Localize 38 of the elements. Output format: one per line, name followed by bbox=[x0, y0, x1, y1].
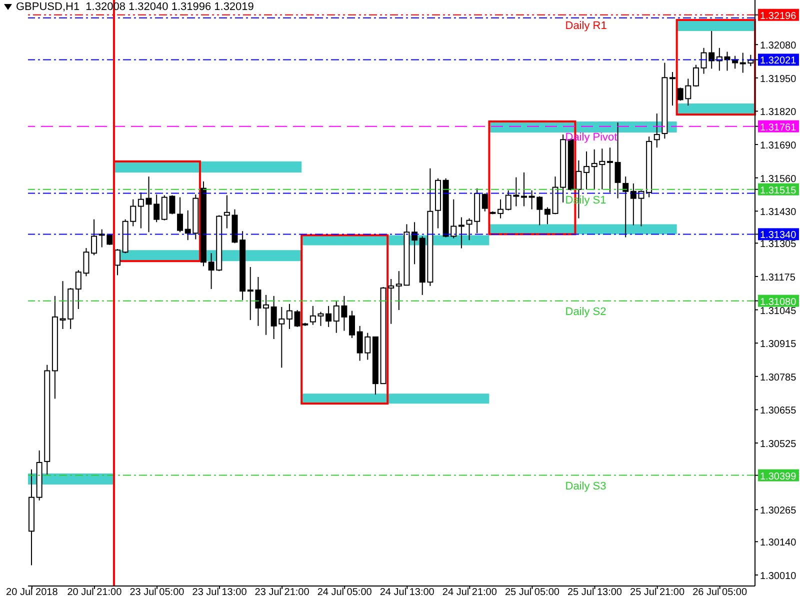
x-tick-label: 24 Jul 21:00 bbox=[442, 587, 498, 598]
y-tick-label: 1.31080 bbox=[760, 296, 797, 308]
y-tick-label: 1.31515 bbox=[760, 185, 797, 196]
y-tick-label: 1.31305 bbox=[760, 239, 797, 250]
y-tick-label: 1.32080 bbox=[760, 40, 797, 52]
x-tick-label: 23 Jul 13:00 bbox=[192, 587, 248, 598]
y-tick-label: 1.31820 bbox=[760, 107, 797, 118]
y-tick-label: 1.30655 bbox=[760, 406, 797, 417]
x-tick-label: 23 Jul 05:00 bbox=[130, 587, 185, 598]
y-tick-label: 1.30140 bbox=[760, 538, 797, 549]
y-tick-label: 1.31560 bbox=[760, 174, 797, 185]
x-tick-label: 25 Jul 13:00 bbox=[567, 587, 622, 598]
x-tick-label: 24 Jul 13:00 bbox=[380, 587, 435, 598]
y-tick-label: 1.32196 bbox=[760, 10, 797, 22]
x-tick-label: 23 Jul 21:00 bbox=[254, 587, 310, 598]
y-tick-label: 1.31045 bbox=[760, 306, 797, 317]
ref-line-label: Daily S2 bbox=[565, 306, 606, 318]
y-tick-label: 1.31950 bbox=[760, 74, 797, 85]
ref-line-label: Daily R1 bbox=[565, 20, 607, 32]
y-tick-label: 1.30785 bbox=[760, 372, 797, 384]
y-tick-label: 1.30265 bbox=[760, 506, 797, 517]
x-tick-label: 24 Jul 05:00 bbox=[317, 587, 372, 598]
x-tick-label: 25 Jul 21:00 bbox=[630, 587, 685, 598]
y-tick-label: 1.30915 bbox=[760, 339, 797, 350]
y-tick-label: 1.30399 bbox=[760, 471, 797, 482]
y-tick-label: 1.30525 bbox=[760, 439, 797, 450]
y-tick-label: 1.31690 bbox=[760, 140, 797, 152]
x-tick-label: 20 Jul 21:00 bbox=[67, 587, 122, 598]
x-tick-label: 26 Jul 05:00 bbox=[692, 587, 748, 598]
y-tick-label: 1.32021 bbox=[760, 56, 797, 67]
y-tick-label: 1.31175 bbox=[760, 272, 796, 284]
x-tick-label: 20 Jul 2018 bbox=[6, 587, 58, 598]
ref-line-label: Daily S3 bbox=[565, 480, 606, 492]
y-tick-label: 1.31430 bbox=[760, 207, 797, 218]
y-tick-label: 1.31761 bbox=[760, 122, 797, 134]
y-tick-label: 1.30010 bbox=[760, 570, 797, 582]
y-tick-label: 1.31340 bbox=[760, 230, 797, 242]
x-tick-label: 25 Jul 05:00 bbox=[504, 587, 560, 598]
